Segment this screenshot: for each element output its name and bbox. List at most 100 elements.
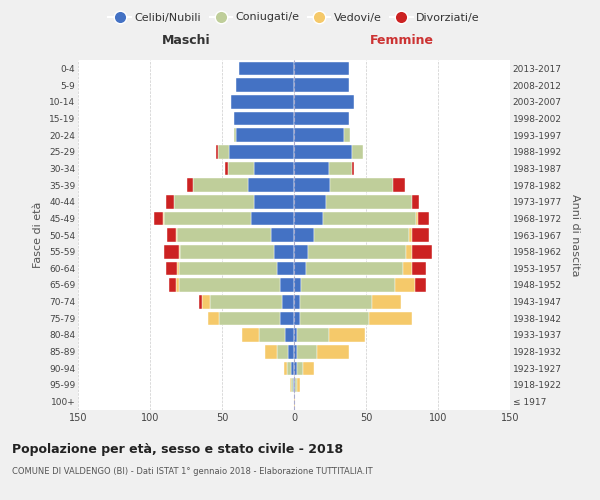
Bar: [178, 262, 179, 275]
Bar: [295, 378, 297, 392]
Bar: [301, 278, 395, 292]
Bar: [236, 128, 294, 142]
Bar: [287, 362, 291, 375]
Bar: [199, 295, 202, 308]
Bar: [302, 362, 314, 375]
Bar: [236, 78, 294, 92]
Bar: [225, 162, 228, 175]
Bar: [291, 378, 293, 392]
Bar: [412, 228, 430, 242]
Bar: [166, 195, 175, 208]
Bar: [294, 378, 295, 392]
Bar: [154, 212, 163, 225]
Bar: [202, 295, 211, 308]
Bar: [293, 378, 294, 392]
Bar: [288, 345, 294, 358]
Bar: [329, 328, 365, 342]
Bar: [416, 212, 418, 225]
Bar: [277, 262, 294, 275]
Bar: [271, 228, 294, 242]
Bar: [294, 145, 352, 158]
Bar: [164, 245, 179, 258]
Bar: [179, 278, 280, 292]
Bar: [228, 162, 254, 175]
Bar: [284, 362, 287, 375]
Bar: [242, 328, 259, 342]
Bar: [294, 178, 330, 192]
Bar: [254, 162, 294, 175]
Bar: [294, 328, 297, 342]
Bar: [254, 195, 294, 208]
Bar: [294, 362, 297, 375]
Legend: Celibi/Nubili, Coniugati/e, Vedovi/e, Divorziati/e: Celibi/Nubili, Coniugati/e, Vedovi/e, Di…: [104, 8, 484, 27]
Bar: [294, 228, 314, 242]
Bar: [166, 262, 178, 275]
Bar: [294, 345, 297, 358]
Bar: [409, 228, 412, 242]
Bar: [308, 245, 406, 258]
Bar: [326, 195, 412, 208]
Bar: [218, 145, 229, 158]
Bar: [167, 228, 176, 242]
Bar: [415, 278, 427, 292]
Bar: [406, 245, 412, 258]
Bar: [294, 262, 305, 275]
Bar: [286, 328, 294, 342]
Bar: [259, 328, 286, 342]
Y-axis label: Fasce di età: Fasce di età: [34, 202, 43, 268]
Bar: [300, 295, 372, 308]
Bar: [418, 212, 430, 225]
Bar: [372, 295, 401, 308]
Bar: [317, 345, 349, 358]
Bar: [176, 278, 179, 292]
Bar: [169, 278, 176, 292]
Bar: [248, 178, 294, 192]
Bar: [294, 312, 300, 325]
Bar: [193, 178, 248, 192]
Bar: [330, 178, 394, 192]
Bar: [233, 128, 236, 142]
Bar: [294, 162, 329, 175]
Bar: [178, 228, 271, 242]
Bar: [294, 395, 295, 408]
Bar: [297, 328, 329, 342]
Bar: [277, 345, 288, 358]
Bar: [219, 312, 280, 325]
Bar: [294, 195, 326, 208]
Bar: [274, 245, 294, 258]
Bar: [283, 295, 294, 308]
Bar: [175, 195, 254, 208]
Bar: [395, 278, 415, 292]
Bar: [294, 278, 301, 292]
Bar: [230, 95, 294, 108]
Bar: [344, 128, 350, 142]
Bar: [305, 262, 403, 275]
Bar: [163, 212, 164, 225]
Bar: [314, 228, 409, 242]
Bar: [211, 295, 283, 308]
Bar: [179, 245, 180, 258]
Bar: [297, 345, 317, 358]
Bar: [280, 278, 294, 292]
Bar: [290, 378, 291, 392]
Bar: [229, 145, 294, 158]
Bar: [180, 245, 274, 258]
Bar: [176, 228, 178, 242]
Text: Popolazione per età, sesso e stato civile - 2018: Popolazione per età, sesso e stato civil…: [12, 442, 343, 456]
Bar: [412, 195, 419, 208]
Bar: [164, 212, 251, 225]
Bar: [394, 178, 405, 192]
Bar: [280, 312, 294, 325]
Bar: [294, 95, 355, 108]
Bar: [403, 262, 412, 275]
Bar: [294, 112, 349, 125]
Bar: [265, 345, 277, 358]
Bar: [291, 362, 294, 375]
Bar: [233, 112, 294, 125]
Bar: [412, 245, 432, 258]
Bar: [300, 312, 369, 325]
Bar: [239, 62, 294, 75]
Text: COMUNE DI VALDENGO (BI) - Dati ISTAT 1° gennaio 2018 - Elaborazione TUTTITALIA.I: COMUNE DI VALDENGO (BI) - Dati ISTAT 1° …: [12, 468, 373, 476]
Bar: [294, 128, 344, 142]
Bar: [323, 212, 416, 225]
